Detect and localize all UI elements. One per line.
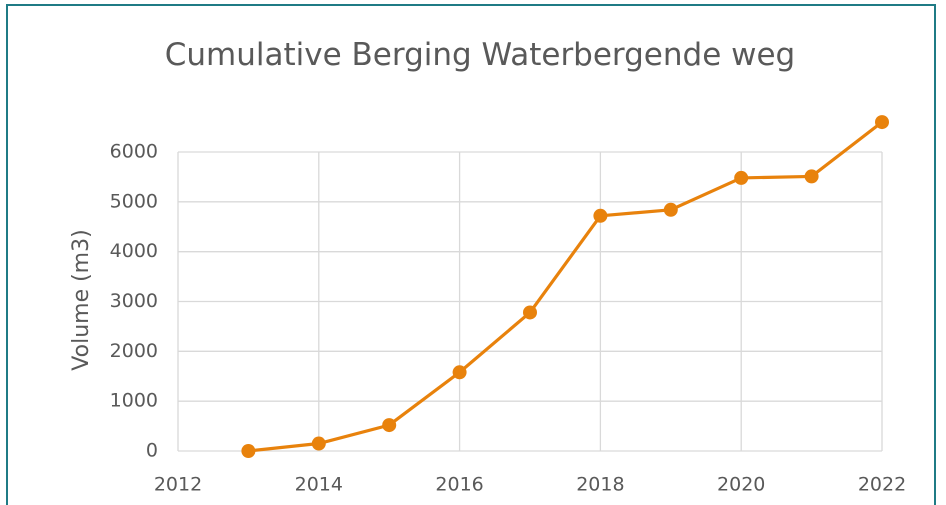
chart-title: Cumulative Berging Waterbergende weg (164, 37, 796, 73)
frame (6, 4, 936, 505)
y-tick-label: 2000 (110, 340, 158, 362)
y-tick-label: 4000 (110, 240, 158, 262)
y-tick-label: 5000 (110, 190, 158, 212)
y-tick-label: 0 (146, 440, 158, 462)
y-axis-label: Volume (m3) (69, 229, 94, 370)
data-point (663, 202, 678, 217)
y-tick-label: 6000 (110, 141, 158, 163)
x-tick-label: 2022 (858, 474, 906, 496)
y-tick-label: 3000 (110, 290, 158, 312)
data-point (382, 418, 397, 433)
y-tick-label: 1000 (110, 390, 158, 412)
x-tick-label: 2012 (154, 474, 202, 496)
data-point (593, 208, 608, 223)
data-line (248, 120, 883, 453)
x-tick-label: 2016 (435, 474, 483, 496)
data-point (452, 365, 467, 380)
data-point (523, 305, 537, 320)
x-tick-label: 2018 (576, 474, 624, 496)
x-tick-label: 2014 (295, 474, 343, 496)
data-point (875, 115, 889, 130)
x-tick-label: 2020 (717, 474, 765, 496)
data-point (804, 169, 819, 184)
data-point (311, 436, 326, 451)
data-point (241, 444, 256, 458)
data-point (734, 170, 749, 185)
